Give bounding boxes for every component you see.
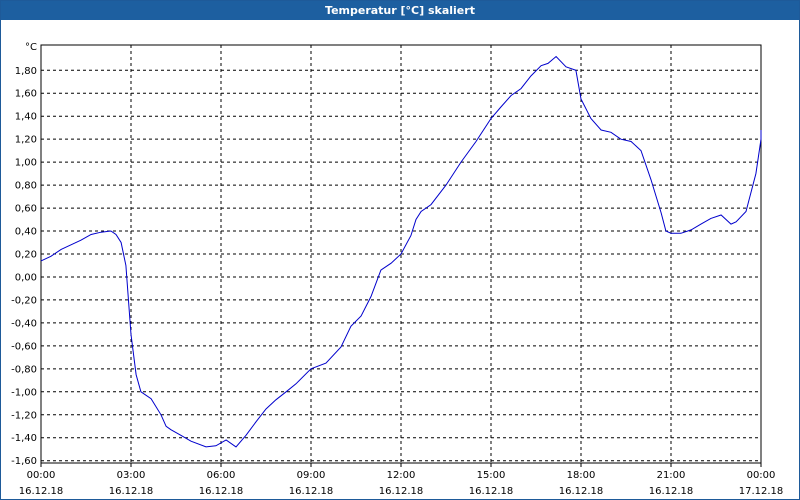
y-tick-label: -1,00 [11,387,37,398]
y-tick-label: -0,40 [11,318,37,329]
x-tick-time: 06:00 [207,470,236,481]
temperature-series-line [40,55,762,448]
y-tick-label: 0,00 [15,272,37,283]
x-tick-time: 18:00 [567,470,596,481]
y-tick-label: 0,20 [15,250,37,261]
x-tick-time: 09:00 [297,470,326,481]
y-tick-label: 1,60 [15,89,37,100]
grid-lines [41,45,761,463]
window-title: Temperatur [°C] skaliert [1,1,799,20]
x-tick-date: 16.12.18 [289,486,334,497]
x-tick-date: 16.12.18 [649,486,694,497]
y-tick-label: 1,00 [15,158,37,169]
y-tick-label: -0,20 [11,295,37,306]
x-tick-date: 16.12.18 [379,486,424,497]
y-tick-label: 0,80 [15,181,37,192]
x-tick-date: 16.12.18 [559,486,604,497]
x-tick-time: 12:00 [387,470,416,481]
y-axis-ticks: 1,80 1,60 1,40 1,20 1,00 0,80 0,60 0,40 0,20 0,00… [11,66,37,467]
y-tick-label: -1,60 [11,456,37,467]
y-tick-label: 1,20 [15,135,37,146]
y-tick-label: -0,80 [11,364,37,375]
y-tick-label: -1,40 [11,433,37,444]
x-tick-date: 16.12.18 [199,486,244,497]
y-tick-label: 0,40 [15,227,37,238]
x-tick-time: 21:00 [657,470,686,481]
x-tick-date: 16.12.18 [469,486,514,497]
x-tick-time: 03:00 [117,470,146,481]
y-tick-label: -1,20 [11,410,37,421]
temperature-chart: 1,80 1,60 1,40 1,20 1,00 0,80 0,60 0,40 0,20 0,00… [11,42,784,497]
y-tick-label: 1,80 [15,66,37,77]
y-tick-label: 1,40 [15,112,37,123]
x-tick-time: 00:00 [747,470,776,481]
y-tick-label: -0,60 [11,341,37,352]
x-tick-date: 16.12.18 [109,486,154,497]
x-tick-date: 17.12.18 [739,486,784,497]
x-axis-ticks: 00:00 16.12.18 03:00 16.12.18 06:00 16.12.18 0… [19,463,784,497]
y-tick-label: 0,60 [15,204,37,215]
x-tick-time: 00:00 [27,470,56,481]
x-tick-time: 15:00 [477,470,506,481]
x-tick-date: 16.12.18 [19,486,64,497]
y-axis-unit: °C [25,42,37,53]
